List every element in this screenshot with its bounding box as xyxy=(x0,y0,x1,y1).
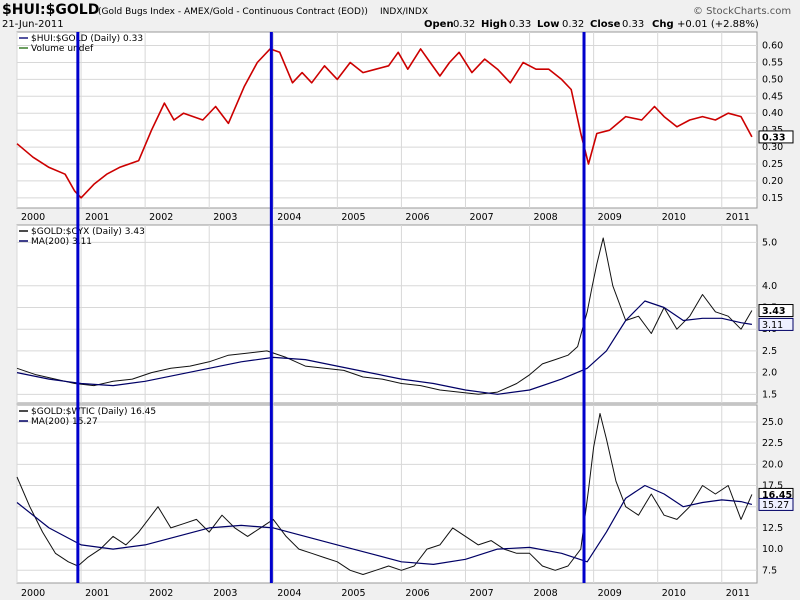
panel-top: 0.150.200.250.300.350.400.450.500.550.60… xyxy=(16,31,794,209)
series-line-price xyxy=(16,237,753,395)
x-tick-label: 2006 xyxy=(405,212,429,223)
y-tick-label: 20.0 xyxy=(762,459,783,470)
y-tick-label: 0.20 xyxy=(762,176,783,187)
x-tick-label: 2007 xyxy=(469,212,493,223)
high-value: 0.33 xyxy=(509,19,531,30)
series-line-ma200 xyxy=(16,300,752,395)
y-tick-label: 17.5 xyxy=(762,481,783,492)
x-tick-label: 2001 xyxy=(85,212,109,223)
y-tick-label: 5.0 xyxy=(762,237,777,248)
y-tick-label: 1.5 xyxy=(762,389,777,400)
close-value: 0.33 xyxy=(622,19,644,30)
x-tick-label: 2011 xyxy=(726,588,750,599)
x-tick-label: 2010 xyxy=(662,212,686,223)
x-tick-label: 2009 xyxy=(598,212,622,223)
x-axis: 2000 2001 2002 2003 2004 2005 2006 2007 2008 2009… xyxy=(21,212,750,599)
x-tick-label: 2008 xyxy=(534,212,558,223)
panel-middle: 1.52.02.53.03.54.05.0$GOLD:$CYX (Daily) … xyxy=(16,224,794,404)
x-tick-label: 2006 xyxy=(405,588,429,599)
legend-entry: $GOLD:$WTIC (Daily) 16.45 xyxy=(31,407,156,417)
legend-entry: $GOLD:$CYX (Daily) 3.43 xyxy=(31,227,145,237)
x-tick-label: 2005 xyxy=(341,588,365,599)
y-tick-label: 0.30 xyxy=(762,142,783,153)
y-tick-label: 0.55 xyxy=(762,57,783,68)
x-tick-label: 2000 xyxy=(21,588,45,599)
x-tick-label: 2003 xyxy=(213,588,237,599)
x-tick-label: 2010 xyxy=(662,588,686,599)
plot-area xyxy=(16,31,758,209)
last-value-badge xyxy=(758,130,794,144)
low-value: 0.32 xyxy=(562,19,584,30)
chart-date: 21-Jun-2011 xyxy=(2,19,64,30)
x-tick-label: 2008 xyxy=(534,588,558,599)
x-tick-label: 2003 xyxy=(213,212,237,223)
x-tick-label: 2004 xyxy=(277,588,301,599)
chart-description: (Gold Bugs Index - AMEX/Gold - Continuou… xyxy=(98,7,368,17)
low-label: Low xyxy=(537,19,559,30)
y-tick-label: 22.5 xyxy=(762,438,783,449)
last-value-badge xyxy=(758,304,794,318)
watermark: © StockCharts.com xyxy=(693,6,791,17)
x-tick-label: 2009 xyxy=(598,588,622,599)
y-tick-label: 7.5 xyxy=(762,565,777,576)
y-tick-label: 0.60 xyxy=(762,41,783,52)
legend-entry: Volume undef xyxy=(31,44,94,54)
last-value-label: 0.33 xyxy=(762,132,785,143)
y-tick-label: 2.0 xyxy=(762,368,777,379)
y-tick-label: 12.5 xyxy=(762,523,783,534)
chart-symbol: $HUI:$GOLD xyxy=(2,2,99,18)
last-value-label: 15.27 xyxy=(762,500,789,511)
y-tick-label: 25.0 xyxy=(762,417,783,428)
y-tick-label: 0.45 xyxy=(762,91,783,102)
x-tick-label: 2002 xyxy=(149,588,173,599)
x-tick-label: 2000 xyxy=(21,212,45,223)
legend-entry: $HUI:$GOLD (Daily) 0.33 xyxy=(31,34,143,44)
high-label: High xyxy=(481,19,507,30)
last-value-label: 3.43 xyxy=(762,306,785,317)
last-value-label: 16.45 xyxy=(762,490,792,501)
chg-value: +0.01 (+2.88%) xyxy=(677,19,759,30)
series-line-ma200 xyxy=(16,484,753,566)
panel-bottom: 7.510.012.515.017.520.022.525.0$GOLD:$WT… xyxy=(16,404,794,584)
legend-entry: MA(200) 3.11 xyxy=(31,237,92,247)
y-tick-label: 0.15 xyxy=(762,193,783,204)
chart-exchange: INDX/INDX xyxy=(380,7,428,17)
plot-area xyxy=(16,224,758,404)
last-value-badge xyxy=(758,497,794,511)
ohlc-readout: Open 0.32 High 0.33 Low 0.32 Close 0.33 … xyxy=(424,19,759,30)
last-value-badge xyxy=(758,317,794,331)
close-label: Close xyxy=(590,19,621,30)
legend-entry: MA(200) 15.27 xyxy=(31,417,98,427)
x-tick-label: 2011 xyxy=(726,212,750,223)
x-tick-label: 2005 xyxy=(341,212,365,223)
x-tick-label: 2001 xyxy=(85,588,109,599)
series-line-price xyxy=(16,48,753,199)
panels: 0.150.200.250.300.350.400.450.500.550.60… xyxy=(16,31,794,584)
open-value: 0.32 xyxy=(453,19,475,30)
y-tick-label: 0.50 xyxy=(762,74,783,85)
series-line-price xyxy=(16,413,753,575)
x-tick-label: 2002 xyxy=(149,212,173,223)
x-tick-label: 2007 xyxy=(469,588,493,599)
chg-label: Chg xyxy=(652,19,674,30)
y-tick-label: 2.5 xyxy=(762,346,777,357)
open-label: Open xyxy=(424,19,454,30)
highlight-lines xyxy=(76,32,586,583)
y-tick-label: 10.0 xyxy=(762,544,783,555)
y-tick-label: 0.25 xyxy=(762,159,783,170)
plot-area xyxy=(16,404,758,584)
y-tick-label: 4.0 xyxy=(762,281,777,292)
last-value-label: 3.11 xyxy=(762,320,783,331)
y-tick-label: 0.40 xyxy=(762,108,783,119)
x-tick-label: 2004 xyxy=(277,212,301,223)
